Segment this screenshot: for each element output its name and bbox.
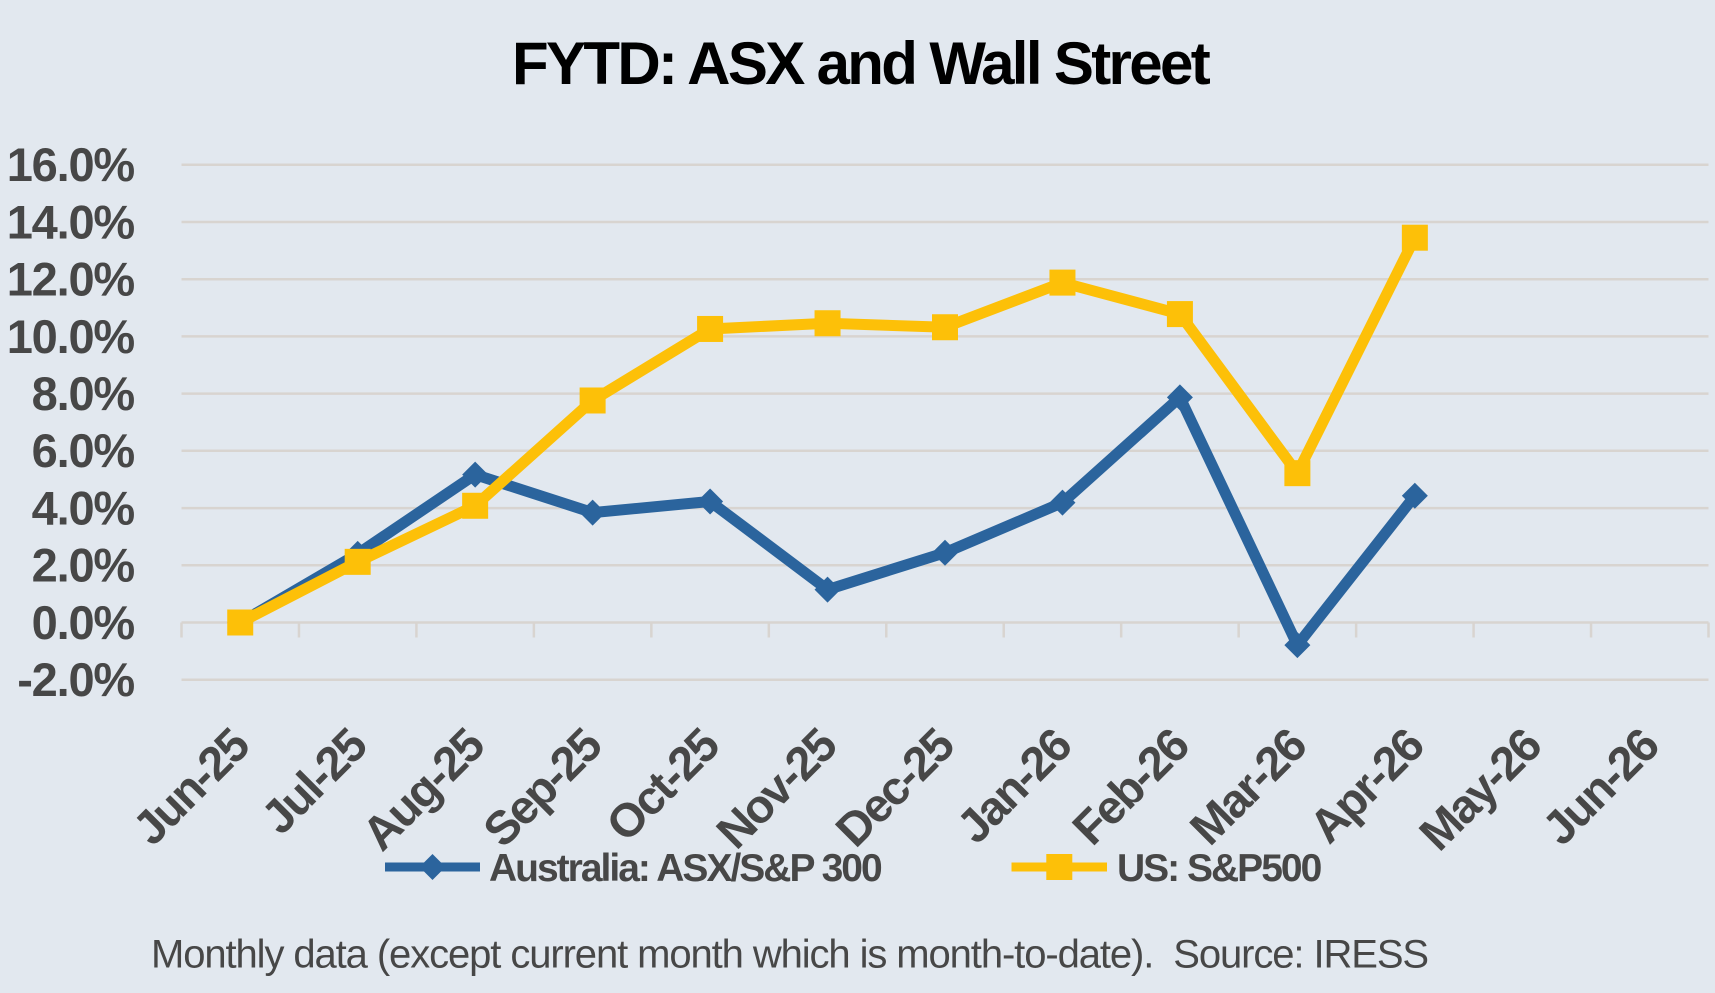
svg-text:US: S&P500: US: S&P500 bbox=[1117, 847, 1322, 890]
svg-text:Australia: ASX/S&P 300: Australia: ASX/S&P 300 bbox=[489, 847, 882, 890]
svg-text:14.0%: 14.0% bbox=[7, 195, 135, 248]
svg-text:8.0%: 8.0% bbox=[32, 367, 135, 420]
svg-text:10.0%: 10.0% bbox=[7, 310, 135, 363]
svg-text:6.0%: 6.0% bbox=[32, 424, 135, 477]
svg-text:4.0%: 4.0% bbox=[32, 482, 135, 535]
svg-text:FYTD: ASX and Wall Street: FYTD: ASX and Wall Street bbox=[512, 30, 1211, 97]
svg-text:0.0%: 0.0% bbox=[32, 596, 135, 649]
svg-text:12.0%: 12.0% bbox=[7, 253, 135, 306]
svg-text:16.0%: 16.0% bbox=[7, 138, 135, 191]
svg-text:-2.0%: -2.0% bbox=[17, 653, 134, 706]
svg-text:Monthly data (except current m: Monthly data (except current month which… bbox=[151, 933, 1428, 977]
svg-text:2.0%: 2.0% bbox=[32, 539, 135, 592]
